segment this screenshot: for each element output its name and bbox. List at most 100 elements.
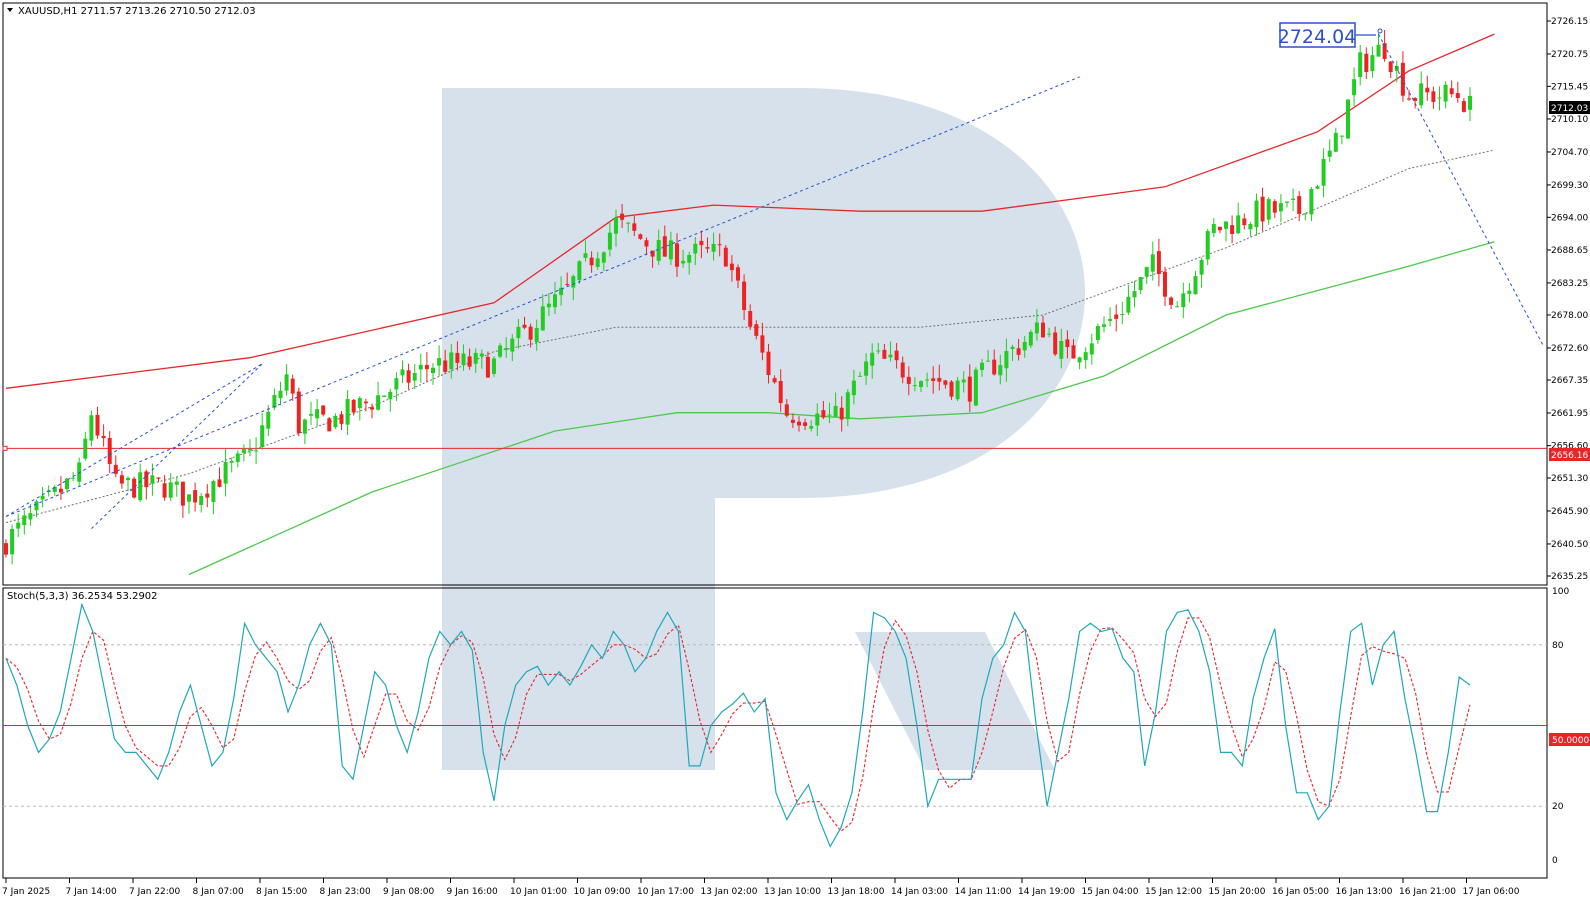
- time-tick-label: 15 Jan 12:00: [1145, 887, 1202, 897]
- candle-body: [132, 478, 137, 498]
- price-tick-label: 2683.25: [1551, 279, 1588, 289]
- time-tick-label: 16 Jan 05:00: [1272, 887, 1329, 897]
- candle-body: [296, 391, 301, 434]
- candle-body: [546, 303, 551, 308]
- candle-body: [973, 369, 978, 406]
- candle-body: [528, 326, 533, 340]
- candle-body: [1388, 61, 1393, 73]
- stochastic-oscillator: [5, 602, 1471, 848]
- price-tick-label: 2635.25: [1551, 572, 1588, 582]
- candle-body: [254, 450, 259, 452]
- candle-body: [1321, 158, 1326, 186]
- price-tick-label: 2656.60: [1551, 442, 1588, 452]
- moving-average-line: [188, 241, 1495, 576]
- peak-value: 2724.04: [1278, 26, 1357, 48]
- candle-body: [28, 513, 33, 520]
- candle-body: [1083, 352, 1088, 360]
- candle-body: [778, 381, 783, 404]
- price-tick-label: 2694.00: [1551, 213, 1588, 223]
- candle-body: [1272, 201, 1277, 213]
- candle-body: [1004, 351, 1009, 369]
- time-tick-label: 9 Jan 16:00: [447, 887, 499, 897]
- candle-body: [284, 374, 289, 391]
- candle-body: [1260, 196, 1265, 222]
- candle-body: [656, 239, 661, 261]
- candle-body: [1065, 339, 1070, 348]
- candle-body: [16, 522, 21, 529]
- candle-body: [1297, 196, 1302, 214]
- candle-body: [34, 501, 39, 511]
- candle-body: [1425, 87, 1430, 93]
- candle-body: [1150, 254, 1155, 272]
- candle-body: [1132, 291, 1137, 298]
- candle-body: [693, 243, 698, 254]
- candle-body: [504, 348, 509, 350]
- candle-body: [803, 422, 808, 426]
- price-axis: 2726.15 2720.75 2715.45 2710.10 2704.70 2699.…: [1547, 17, 1588, 582]
- candle-body: [711, 243, 716, 252]
- stoch-level-label: 50.0000: [1549, 733, 1590, 746]
- candle-body: [931, 378, 936, 381]
- candle-body: [1370, 55, 1375, 72]
- time-axis: 7 Jan 2025 7 Jan 14:00 7 Jan 22:00 8 Jan 07…: [2, 878, 1520, 897]
- candle-body: [681, 260, 686, 264]
- stoch-levels: [3, 644, 1547, 807]
- candle-body: [1041, 322, 1045, 338]
- stoch-axis-label: 0: [1552, 856, 1558, 866]
- watermark-r-leg: [855, 632, 1055, 770]
- candle-body: [1315, 186, 1320, 189]
- candle-body: [4, 543, 8, 555]
- candle-body: [1309, 189, 1314, 215]
- candle-body: [1346, 99, 1350, 139]
- time-tick-label: 7 Jan 22:00: [129, 887, 181, 897]
- time-tick-label: 7 Jan 14:00: [66, 887, 118, 897]
- candle-body: [370, 407, 374, 410]
- candle-body: [1193, 276, 1198, 295]
- candle-body: [199, 496, 204, 505]
- candle-body: [809, 426, 814, 429]
- candle-body: [150, 475, 155, 484]
- candle-body: [406, 370, 411, 383]
- candle-body: [553, 294, 557, 308]
- candle-body: [827, 414, 832, 416]
- candle-body: [1022, 341, 1027, 351]
- candle-body: [126, 477, 130, 481]
- candle-body: [949, 381, 954, 397]
- level-price-box: [1549, 448, 1590, 461]
- candle-body: [449, 352, 454, 370]
- candle-body: [687, 255, 692, 263]
- candle-body: [461, 353, 466, 365]
- candle-body: [1028, 331, 1033, 346]
- candle-body: [607, 232, 612, 250]
- candle-body: [1114, 314, 1119, 319]
- candle-body: [772, 378, 777, 383]
- candle-body: [1120, 314, 1125, 316]
- candle-body: [839, 407, 844, 420]
- candle-body: [1077, 357, 1082, 363]
- candle-body: [595, 258, 600, 267]
- candle-body: [1047, 333, 1052, 335]
- candle-body: [851, 380, 856, 396]
- candle-body: [58, 488, 63, 493]
- price-tick-label: 2672.60: [1551, 344, 1588, 354]
- candle-body: [492, 358, 496, 374]
- candle-body: [1187, 290, 1192, 294]
- price-tick-label: 2710.10: [1551, 115, 1588, 125]
- candle-body: [388, 391, 393, 400]
- candle-body: [168, 482, 173, 498]
- candle-body: [113, 464, 118, 474]
- candle-body: [620, 213, 625, 220]
- candle-body: [644, 240, 649, 247]
- collapse-triangle-icon[interactable]: [7, 8, 13, 12]
- candle-body: [187, 494, 191, 502]
- candle-body: [510, 338, 515, 352]
- candle-body: [998, 365, 1003, 376]
- candle-body: [736, 267, 740, 281]
- time-tick-label: 10 Jan 17:00: [637, 887, 694, 897]
- price-tick-label: 2678.00: [1551, 311, 1588, 321]
- candle-body: [1461, 101, 1466, 112]
- candle-body: [1230, 225, 1235, 234]
- current-price-box: [1549, 101, 1590, 114]
- candle-body: [205, 493, 210, 498]
- candle-body: [766, 351, 771, 375]
